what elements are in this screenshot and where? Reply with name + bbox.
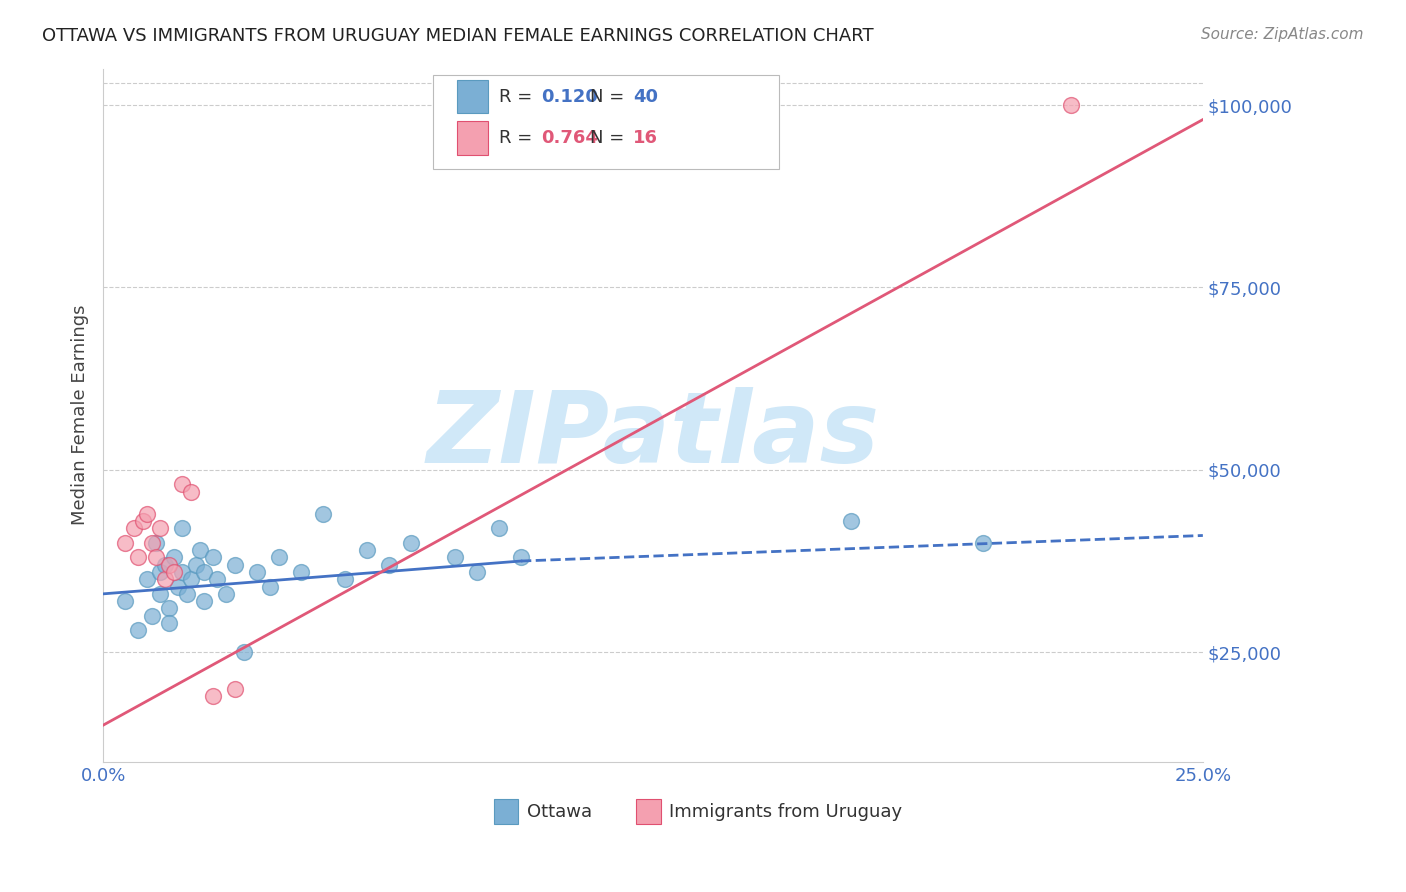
Point [149, 521, 172, 535]
Point [312, 507, 335, 521]
Text: 40: 40 [633, 87, 658, 105]
Point [444, 550, 467, 565]
Text: OTTAWA VS IMMIGRANTS FROM URUGUAY MEDIAN FEMALE EARNINGS CORRELATION CHART: OTTAWA VS IMMIGRANTS FROM URUGUAY MEDIAN… [42, 27, 873, 45]
Point [153, 572, 176, 586]
Point [1060, 98, 1083, 112]
Point [127, 624, 149, 638]
Point [157, 601, 180, 615]
Point [188, 543, 211, 558]
Point [172, 565, 194, 579]
Text: ZIPatlas: ZIPatlas [426, 387, 880, 484]
Point [162, 550, 184, 565]
Point [193, 594, 215, 608]
Point [333, 572, 356, 586]
Point [145, 535, 167, 549]
Point [180, 484, 202, 499]
Text: 0.120: 0.120 [541, 87, 598, 105]
Point [488, 521, 510, 535]
Point [246, 565, 269, 579]
Point [232, 645, 254, 659]
Point [136, 572, 159, 586]
Point [972, 535, 994, 549]
Point [180, 572, 202, 586]
Point [259, 580, 281, 594]
Point [136, 507, 159, 521]
Point [141, 608, 163, 623]
Point [202, 689, 225, 703]
Point [207, 572, 229, 586]
Text: N =: N = [591, 129, 630, 147]
Point [157, 615, 180, 630]
Point [176, 587, 198, 601]
Point [215, 587, 238, 601]
Point [399, 535, 422, 549]
Point [122, 521, 145, 535]
Point [839, 514, 862, 528]
Point [167, 580, 190, 594]
Point [132, 514, 155, 528]
Point [149, 587, 172, 601]
Text: N =: N = [591, 87, 630, 105]
Point [127, 550, 149, 565]
Point [162, 565, 184, 579]
Point [224, 681, 246, 696]
Point [184, 558, 207, 572]
Bar [637, 799, 661, 824]
Bar [457, 80, 488, 113]
Point [172, 477, 194, 491]
Point [224, 558, 246, 572]
Text: Source: ZipAtlas.com: Source: ZipAtlas.com [1201, 27, 1364, 42]
Text: R =: R = [499, 129, 538, 147]
Point [290, 565, 312, 579]
Point [510, 550, 533, 565]
Bar [457, 121, 488, 154]
Point [356, 543, 378, 558]
Point [114, 594, 136, 608]
Point [149, 565, 172, 579]
Text: Ottawa: Ottawa [526, 803, 592, 821]
Point [172, 521, 194, 535]
Point [114, 535, 136, 549]
Text: R =: R = [499, 87, 538, 105]
Text: 0.764: 0.764 [541, 129, 598, 147]
Point [267, 550, 290, 565]
Y-axis label: Median Female Earnings: Median Female Earnings [72, 305, 89, 525]
Bar [494, 799, 517, 824]
FancyBboxPatch shape [433, 76, 779, 169]
Point [202, 550, 225, 565]
Text: Immigrants from Uruguay: Immigrants from Uruguay [669, 803, 903, 821]
Point [153, 558, 176, 572]
Point [193, 565, 215, 579]
Point [465, 565, 488, 579]
Text: 16: 16 [633, 129, 658, 147]
Point [145, 550, 167, 565]
Point [141, 535, 163, 549]
Point [378, 558, 401, 572]
Point [157, 558, 180, 572]
